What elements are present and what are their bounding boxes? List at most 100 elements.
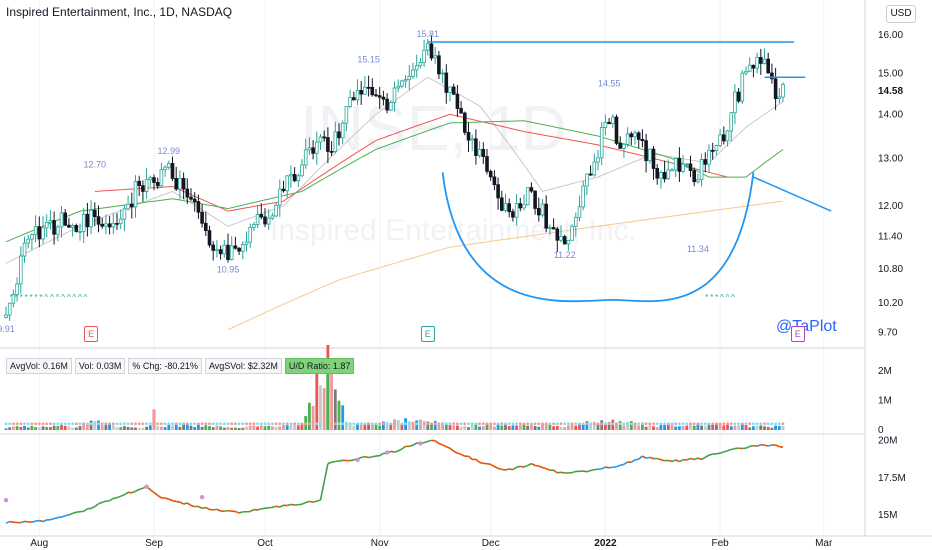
- volume-bar: [644, 426, 648, 430]
- volume-bar: [685, 425, 689, 430]
- volume-bar: [700, 425, 703, 430]
- volume-bar: [234, 427, 237, 430]
- candle-body: [607, 121, 611, 125]
- oscillator-segment: [83, 508, 88, 513]
- volume-bar: [474, 423, 478, 430]
- oscillator-segment: [335, 460, 340, 463]
- oscillator-segment: [749, 444, 754, 448]
- volume-dot: [178, 422, 182, 426]
- candle-body: [318, 136, 323, 143]
- candle-body: [548, 227, 552, 229]
- volume-bar: [574, 425, 578, 430]
- oscillator-segment: [372, 455, 377, 458]
- candle-body: [588, 173, 593, 176]
- oscillator-segment: [446, 446, 451, 449]
- volume-dot: [115, 422, 119, 426]
- volume-dot: [278, 422, 282, 426]
- volume-bar: [452, 425, 456, 430]
- candle-body: [152, 177, 156, 183]
- oscillator-segment: [109, 497, 114, 502]
- oscillator-segment: [756, 443, 762, 447]
- volume-bar: [23, 425, 26, 430]
- candle-body: [67, 224, 71, 228]
- volume-bar: [26, 427, 30, 430]
- volume-bar: [282, 424, 285, 430]
- volume-bar: [382, 421, 385, 430]
- volume-dot: [766, 422, 770, 426]
- currency-button[interactable]: USD: [886, 5, 916, 23]
- volume-highlight-bar-1: [326, 361, 330, 430]
- volume-dot: [345, 422, 348, 426]
- volume-bar: [156, 426, 160, 430]
- candle-body: [107, 223, 112, 228]
- oscillator-segment: [708, 453, 713, 456]
- candle-body: [451, 86, 456, 95]
- volume-dot: [78, 422, 82, 426]
- volume-dot: [596, 422, 600, 426]
- volume-bar: [174, 424, 178, 430]
- candle-body: [710, 149, 715, 152]
- candle-body: [629, 133, 634, 138]
- volume-bar: [722, 425, 726, 430]
- volume-tick-2: 0: [878, 425, 884, 436]
- volume-dot: [533, 422, 537, 426]
- oscillator-segment: [560, 471, 565, 474]
- volume-bar: [352, 426, 356, 430]
- volume-dot: [311, 422, 315, 426]
- volume-bar: [333, 389, 337, 430]
- candle-body: [285, 175, 289, 192]
- volume-dot: [626, 422, 629, 426]
- volume-dot: [748, 422, 752, 426]
- volume-bar: [481, 426, 485, 430]
- oscillator-segment: [157, 494, 162, 499]
- price-annotation-1: 12.70: [84, 159, 107, 169]
- candle-body: [163, 166, 167, 171]
- candle-body: [525, 187, 530, 206]
- volume-dot: [567, 422, 570, 426]
- candle-body: [226, 244, 230, 260]
- volume-bar: [111, 425, 115, 430]
- candle-body: [30, 234, 34, 240]
- volume-bar: [533, 425, 537, 430]
- volume-dot: [659, 422, 663, 426]
- volume-bar: [274, 426, 278, 430]
- volume-dot: [415, 422, 419, 426]
- oscillator-segment: [704, 454, 710, 459]
- volume-dot: [300, 422, 304, 426]
- candle-body: [733, 91, 737, 114]
- volume-dot: [530, 422, 533, 426]
- candle-body: [348, 97, 352, 107]
- volume-bar: [463, 425, 467, 430]
- volume-bar: [385, 422, 389, 430]
- earnings-badge-0[interactable]: E: [84, 326, 99, 342]
- candle-body: [677, 157, 682, 172]
- earnings-badge-2[interactable]: E: [790, 326, 805, 342]
- price-tick-2: 14.00: [878, 109, 903, 120]
- volume-dot: [12, 422, 15, 426]
- candle-body: [574, 216, 578, 227]
- volume-dot: [15, 422, 19, 426]
- volume-dot: [252, 422, 256, 426]
- candle-body: [699, 159, 704, 181]
- candle-body: [170, 163, 175, 179]
- oscillator-segment: [753, 444, 758, 448]
- earnings-badge-1[interactable]: E: [420, 326, 435, 342]
- candle-body: [189, 196, 193, 200]
- candle-body: [174, 178, 179, 190]
- candle-body: [518, 203, 523, 209]
- volume-bar: [585, 421, 589, 430]
- candle-body: [655, 168, 659, 179]
- candle-body: [252, 224, 256, 228]
- oscillator-segment: [457, 452, 462, 456]
- volume-dot: [478, 422, 481, 426]
- volume-dot: [763, 422, 766, 426]
- volume-dot: [4, 422, 8, 426]
- volume-dot: [655, 422, 659, 426]
- volume-bar: [341, 405, 345, 430]
- time-tick-0: Aug: [30, 538, 48, 549]
- volume-bar: [93, 420, 97, 430]
- oscillator-segment: [68, 512, 73, 516]
- candle-body: [118, 218, 123, 224]
- candle-body: [93, 209, 97, 218]
- candle-body: [74, 225, 79, 232]
